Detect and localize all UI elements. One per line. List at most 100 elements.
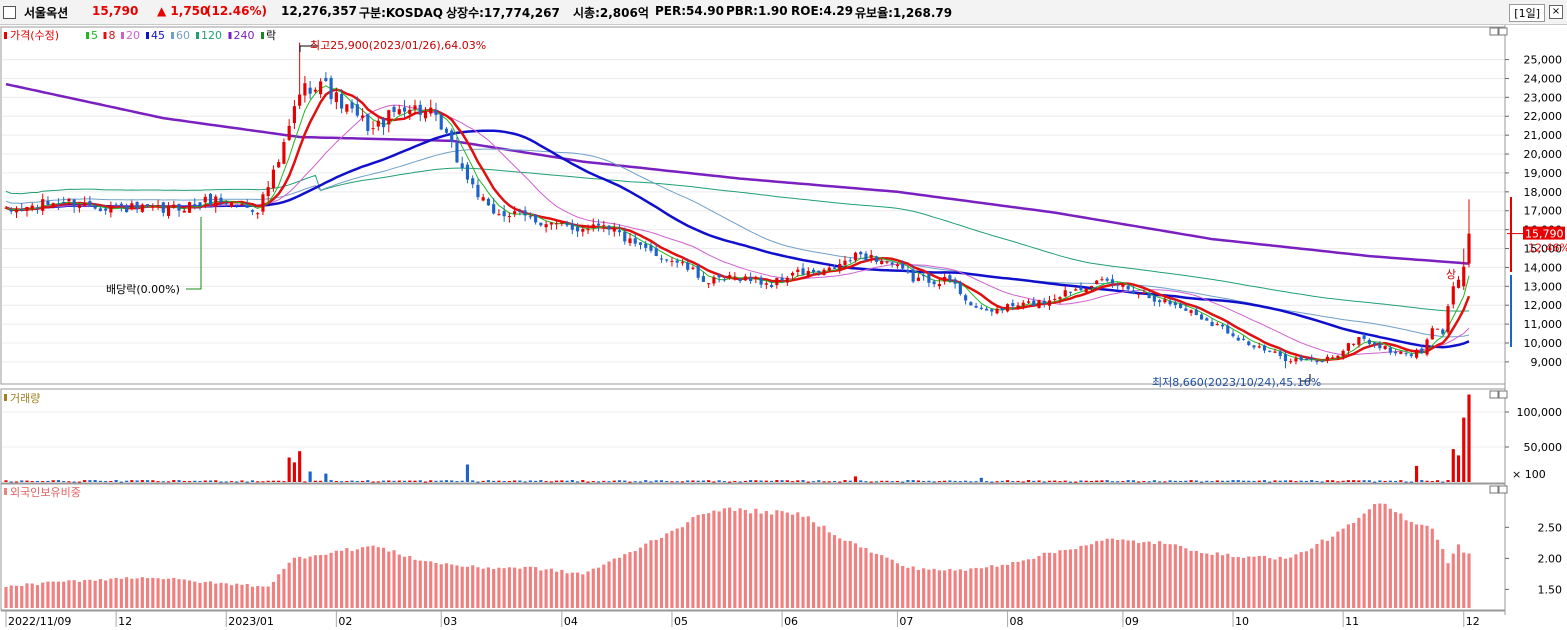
volume-bar [214,480,218,482]
foreign-ratio-bar [1037,555,1041,608]
timeframe-selector[interactable]: [1일] [1509,4,1545,22]
volume-bar [256,481,260,483]
volume-bar [4,480,8,482]
candle [759,277,763,285]
candle [544,224,548,228]
foreign-ratio-bar [922,568,926,608]
volume-bar [9,481,13,483]
candle [843,260,847,265]
candle [575,226,580,232]
candle [1315,361,1319,363]
foreign-ratio-bar [775,510,779,608]
candle [775,278,779,286]
candle [450,130,454,142]
volume-bar [1152,480,1156,482]
volume-bar [911,480,915,482]
foreign-ratio-bar [366,546,370,608]
foreign-ratio-bar [780,511,784,608]
foreign-ratio-bar [1399,513,1403,608]
price-change: ▲ 1,750 [157,4,209,18]
candle [156,205,160,207]
candle [1168,300,1172,305]
close-icon[interactable]: × [1549,5,1563,19]
candle [345,104,349,112]
foreign-ratio-bar [832,535,837,608]
candle [67,198,71,202]
volume-bar [649,481,653,483]
candle [125,205,129,213]
candle [208,193,213,206]
volume-bar [486,480,490,482]
candle [612,228,616,232]
select-checkbox[interactable] [3,6,16,19]
panel-maximize-button[interactable] [1498,485,1508,494]
current-price: 15,790 [92,4,139,18]
candle [497,214,501,216]
foreign-ratio-bar [1273,559,1277,608]
foreign-ratio-bar [964,570,968,608]
candle [340,94,344,109]
x-tick-label: 12 [118,615,132,628]
candle [507,215,511,217]
trade-volume: 12,276,357 [281,4,357,18]
candle [764,283,768,285]
candle [182,210,186,213]
candle [455,142,459,163]
panel-minimize-button[interactable] [1489,27,1499,36]
volume-bar [397,480,401,482]
candle [691,267,695,269]
panel-maximize-button[interactable] [1498,390,1508,399]
volume-bar [901,481,905,483]
candle [596,223,601,226]
candle [1210,322,1214,326]
foreign-ratio-bar [1456,544,1461,608]
foreign-ratio-bar [282,568,286,608]
volume-bar [450,480,454,482]
candle [743,276,747,281]
volume-bar [72,481,76,483]
volume-bar [874,481,879,483]
volume-bar [560,480,564,482]
price-tick-label: 10,000 [1524,337,1563,350]
foreign-ratio-bar [20,586,24,608]
foreign-ratio-bar [880,555,884,608]
candle [534,214,538,223]
high-label: 최고25,900(2023/01/26),64.03% [310,39,486,52]
panel-minimize-button[interactable] [1489,485,1499,494]
foreign-ratio-bar [806,516,810,608]
candle [665,259,669,261]
volume-bar [429,480,433,482]
candle [906,270,910,273]
volume-bar [507,481,511,483]
volume-bar [575,481,580,483]
candle [790,272,795,276]
x-tick-label: 2022/11/09 [8,615,71,628]
volume-bar [1053,480,1057,482]
foreign-ratio-bar [392,550,396,608]
volume-bar [161,481,165,483]
candle [1378,343,1382,349]
volume-bar [1005,480,1010,482]
price-tick-label: 22,000 [1524,110,1563,123]
volume-bar [224,481,228,483]
volume-tick-label: 100,000 [1517,406,1563,419]
panel-maximize-button[interactable] [1498,27,1508,36]
foreign-ratio-bar [649,540,653,608]
foreign-ratio-bar [680,527,685,608]
foreign-ratio-bar [1262,555,1267,608]
foreign-ratio-bar [1430,528,1434,608]
foreign-ratio-bar [1283,558,1288,608]
candle [146,204,150,206]
candle [869,254,873,258]
foreign-ratio-bar [104,580,108,608]
foreign-ratio-bar [1152,544,1156,608]
candle [1042,300,1046,304]
volume-bar [1268,481,1272,483]
legend-ma-label: 60 [176,29,190,42]
panel-minimize-button[interactable] [1489,390,1499,399]
foreign-ratio-bar [1100,540,1104,608]
candle [282,141,286,164]
volume-bar [822,481,826,483]
foreign-ratio-bar [990,565,994,608]
volume-bar [229,481,234,483]
